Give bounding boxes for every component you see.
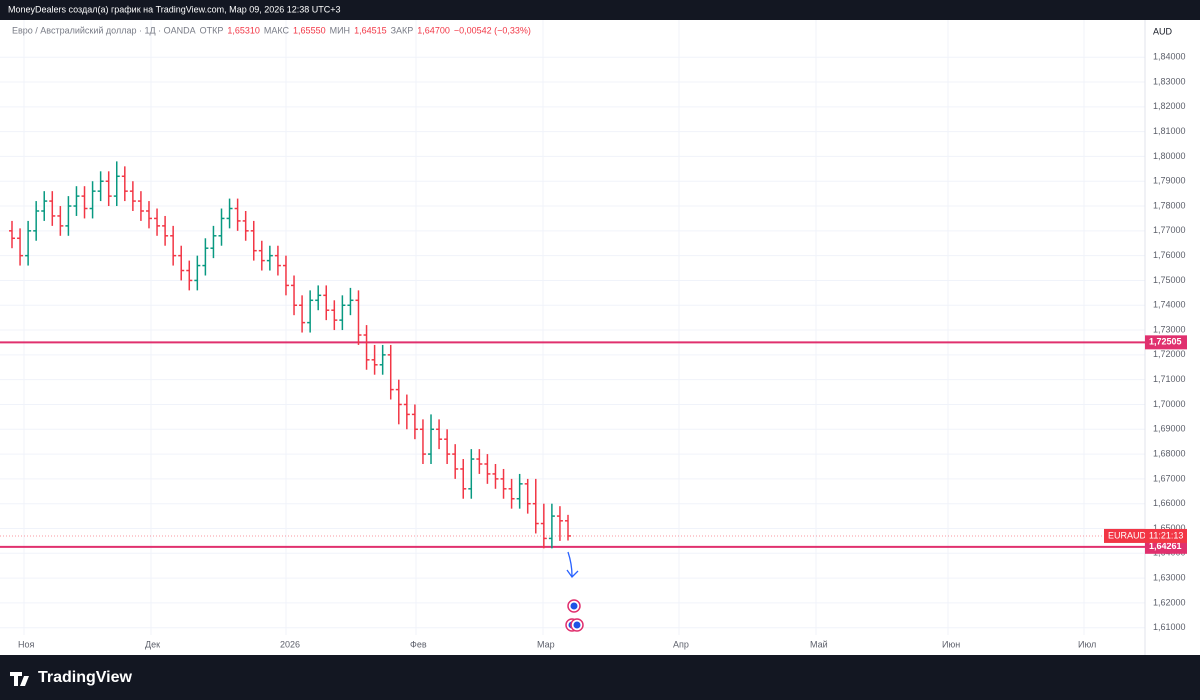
y-tick-label: 1,67000 (1153, 473, 1186, 483)
x-tick-label: Апр (673, 639, 689, 649)
y-tick-label: 1,83000 (1153, 76, 1186, 86)
legend-item: ОТКР (200, 25, 224, 35)
x-tick-label: Май (810, 639, 828, 649)
y-tick-label: 1,75000 (1153, 275, 1186, 285)
event-icon-inner (570, 602, 578, 610)
legend-item: 1,65310 (227, 25, 260, 35)
currency: AUD (1153, 26, 1173, 36)
legend: Евро / Австралийский доллар · 1Д · OANDA… (12, 25, 531, 35)
y-tick-label: 1,63000 (1153, 572, 1186, 582)
event-icon-inner (573, 621, 581, 629)
arrow-drawing (566, 551, 579, 579)
y-tick-label: 1,72000 (1153, 349, 1186, 359)
y-tick-label: 1,69000 (1153, 424, 1186, 434)
x-tick-label: Дек (145, 639, 160, 649)
y-tick-label: 1,61000 (1153, 622, 1186, 632)
symbol-tag-label: EURAUD (1108, 530, 1147, 540)
y-tick-label: 1,66000 (1153, 498, 1186, 508)
y-tick-label: 1,84000 (1153, 52, 1186, 62)
legend-item: Евро / Австралийский доллар · 1Д · OANDA (12, 25, 196, 35)
legend-item: −0,00542 (−0,33%) (454, 25, 531, 35)
y-tick-label: 1,68000 (1153, 448, 1186, 458)
brand-logo (10, 672, 29, 686)
legend-item: 1,65550 (293, 25, 326, 35)
x-tick-label: Июн (942, 639, 960, 649)
top-bar-text: MoneyDealers создал(а) график на Trading… (8, 4, 341, 14)
y-tick-label: 1,81000 (1153, 126, 1186, 136)
x-tick-label: Фев (410, 639, 427, 649)
y-tick-label: 1,77000 (1153, 225, 1186, 235)
legend-item: 1,64700 (417, 25, 450, 35)
y-tick-label: 1,82000 (1153, 101, 1186, 111)
y-tick-label: 1,73000 (1153, 324, 1186, 334)
x-tick-label: Ноя (18, 639, 35, 649)
x-tick-label: 2026 (280, 639, 300, 649)
y-tick-label: 1,80000 (1153, 151, 1186, 161)
x-tick-label: Июл (1078, 639, 1096, 649)
legend-item: 1,64515 (354, 25, 387, 35)
legend-item: МИН (330, 25, 350, 35)
y-tick-label: 1,76000 (1153, 250, 1186, 260)
level-tag (1145, 335, 1187, 350)
y-tick-label: 1,70000 (1153, 399, 1186, 409)
y-tick-label: 1,65000 (1153, 523, 1186, 533)
y-tick-label: 1,78000 (1153, 200, 1186, 210)
y-tick-label: 1,74000 (1153, 300, 1186, 310)
level-tag-label: 1,72505 (1149, 337, 1182, 347)
legend-item: ЗАКР (391, 25, 414, 35)
plot-background (0, 20, 1200, 655)
level-tag (1145, 539, 1187, 554)
y-tick-label: 1,62000 (1153, 597, 1186, 607)
brand: TradingView (38, 669, 133, 686)
y-tick-label: 1,71000 (1153, 374, 1186, 384)
x-tick-label: Мар (537, 639, 555, 649)
level-tag-label: 1,64261 (1149, 541, 1182, 551)
y-tick-label: 1,79000 (1153, 176, 1186, 186)
symbol-tag (1104, 528, 1145, 543)
countdown-label: 11:21:13 (1149, 530, 1183, 540)
countdown-tag (1145, 528, 1187, 543)
legend-item: МАКС (264, 25, 290, 35)
